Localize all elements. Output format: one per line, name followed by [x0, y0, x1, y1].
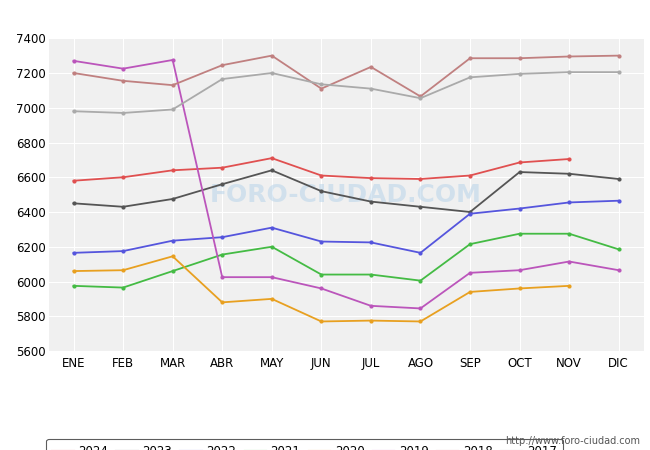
Legend: 2024, 2023, 2022, 2021, 2020, 2019, 2018, 2017: 2024, 2023, 2022, 2021, 2020, 2019, 2018…: [46, 439, 562, 450]
Text: FORO-CIUDAD.COM: FORO-CIUDAD.COM: [210, 183, 482, 207]
Text: http://www.foro-ciudad.com: http://www.foro-ciudad.com: [505, 436, 640, 446]
Text: Afiliados en Sant Pere de Ribes a 30/11/2024: Afiliados en Sant Pere de Ribes a 30/11/…: [129, 9, 521, 27]
